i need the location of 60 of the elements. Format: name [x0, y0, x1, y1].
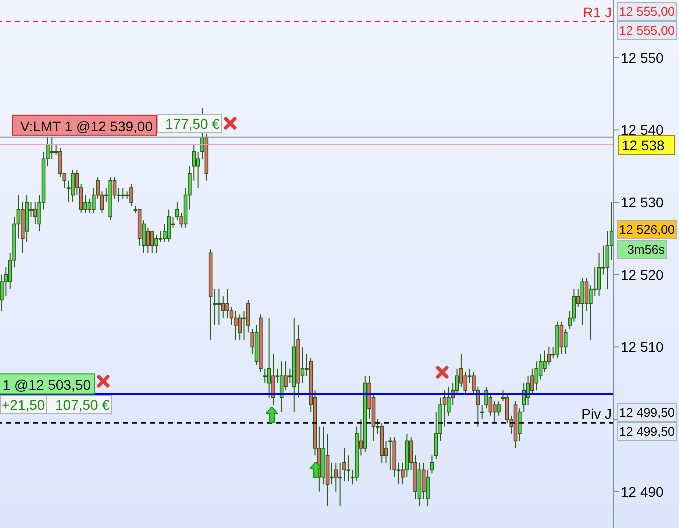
y-tick-label: 12 530	[621, 194, 664, 210]
text: 12 555,00	[617, 21, 677, 40]
ref-line-label: 1 @12 503,50	[2, 377, 92, 394]
candlestick	[150, 230, 154, 254]
candlestick	[58, 148, 62, 178]
candlestick	[388, 437, 392, 471]
ref-line-label: V:LMT 1 @12 539,00	[20, 118, 154, 134]
candlestick	[534, 361, 539, 392]
candlestick	[158, 230, 163, 243]
candlestick	[234, 310, 238, 340]
candlestick	[346, 455, 351, 482]
candlestick	[606, 230, 610, 290]
text: 12 555,00	[617, 2, 677, 21]
text: 12 499,50	[617, 422, 677, 441]
annotation: 107,50 €	[46, 395, 112, 414]
candlestick	[572, 288, 576, 322]
candlestick	[455, 368, 460, 395]
candlestick	[447, 386, 451, 416]
ref-line-label: 12 538	[622, 138, 666, 154]
candlestick	[488, 394, 493, 416]
candlestick	[430, 455, 434, 474]
annotation: 177,50 €	[157, 114, 222, 133]
text: 12 526,00	[617, 220, 677, 239]
candlestick	[146, 227, 150, 254]
candlestick	[338, 462, 342, 507]
candlestick	[538, 354, 543, 380]
ref-line-label: R1 J	[583, 4, 612, 21]
ref-line-label: Piv J	[582, 406, 612, 422]
text: 12 499,50	[617, 403, 677, 422]
y-tick-label: 12 490	[621, 484, 664, 500]
y-tick-label: 12 510	[621, 339, 664, 356]
candlestick	[334, 462, 338, 492]
candlestick	[560, 321, 564, 355]
candlestick	[580, 278, 584, 326]
candlestick	[267, 318, 272, 398]
text: 3m56s	[617, 240, 667, 259]
candlestick	[130, 184, 134, 207]
candlestick	[280, 361, 284, 413]
candlestick	[34, 202, 38, 225]
y-tick-label: 12 550	[621, 50, 664, 66]
candlestick	[221, 296, 226, 319]
candlestick	[71, 169, 75, 204]
candlestick	[584, 278, 589, 312]
y-tick-label: 12 520	[621, 266, 664, 283]
candlestick	[547, 346, 552, 366]
candlestick	[238, 314, 242, 340]
candlestick	[121, 188, 126, 200]
candlestick	[88, 198, 92, 214]
candlestick	[497, 400, 501, 416]
candlestick	[597, 252, 602, 298]
annotation: +21,50	[0, 395, 48, 414]
candlestick	[167, 209, 171, 243]
candlestick	[50, 136, 54, 160]
candlestick	[230, 306, 234, 326]
y-tick-label: 12 540	[621, 122, 664, 138]
candlestick	[543, 350, 547, 373]
candlestick	[492, 400, 497, 424]
candlestick	[217, 288, 222, 326]
candlestick	[154, 234, 158, 254]
candlestick	[564, 328, 568, 355]
